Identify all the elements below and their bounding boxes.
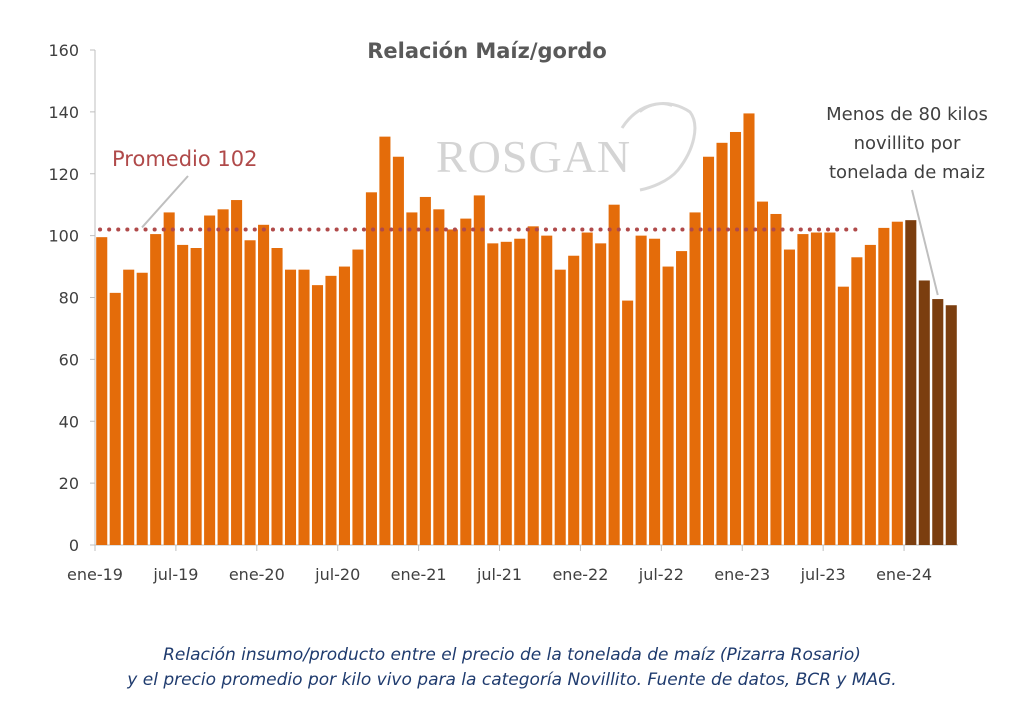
bar xyxy=(743,113,754,545)
bar xyxy=(204,216,215,545)
x-tick-label: jul-20 xyxy=(314,565,360,584)
bar xyxy=(690,212,701,545)
annotation-line: tonelada de maiz xyxy=(829,162,985,183)
bar xyxy=(770,214,781,545)
bar xyxy=(703,157,714,545)
bar xyxy=(541,236,552,545)
bar xyxy=(420,197,431,545)
caption-line-2: y el precio promedio por kilo vivo para … xyxy=(0,670,1024,690)
bar xyxy=(110,293,121,545)
x-tick-label: ene-19 xyxy=(67,565,123,584)
bar xyxy=(366,192,377,545)
bar xyxy=(123,270,134,545)
bar xyxy=(838,287,849,545)
bar xyxy=(96,237,107,545)
bar xyxy=(245,240,256,545)
rosgan-watermark: ROSGAN xyxy=(436,104,695,190)
bar xyxy=(595,243,606,545)
bar xyxy=(636,236,647,545)
bar xyxy=(932,299,943,545)
bar xyxy=(285,270,296,545)
bar xyxy=(272,248,283,545)
bar xyxy=(676,251,687,545)
watermark-text: ROSGAN xyxy=(436,131,631,182)
bar xyxy=(177,245,188,545)
bar xyxy=(474,195,485,545)
bar xyxy=(501,242,512,545)
bar xyxy=(892,222,903,545)
x-tick-label: ene-24 xyxy=(876,565,932,584)
bull-logo-icon xyxy=(622,104,695,190)
bar xyxy=(379,137,390,545)
bar xyxy=(137,273,148,545)
bar xyxy=(946,305,957,545)
bar xyxy=(730,132,741,545)
y-tick-label: 100 xyxy=(48,227,79,246)
bar xyxy=(851,257,862,545)
bar xyxy=(919,280,930,545)
bar xyxy=(784,250,795,545)
bar-chart: ROSGAN 0 20 40 60 80 100 120 140 160 ene-19 jul-19… xyxy=(0,0,1024,620)
bar xyxy=(164,212,175,545)
bar xyxy=(797,234,808,545)
bar xyxy=(150,234,161,545)
bar xyxy=(811,233,822,545)
x-tick-label: jul-22 xyxy=(638,565,684,584)
bar xyxy=(258,225,269,545)
y-tick-label: 60 xyxy=(59,350,79,369)
bar xyxy=(528,226,539,545)
chart-title: Relación Maíz/gordo xyxy=(367,39,607,63)
bull-horn-icon xyxy=(640,104,672,112)
y-tick-label: 80 xyxy=(59,289,79,308)
bar xyxy=(447,229,458,545)
bar xyxy=(582,233,593,545)
bar xyxy=(339,267,350,545)
caption-line-1: Relación insumo/producto entre el precio… xyxy=(0,645,1024,665)
bar xyxy=(609,205,620,545)
x-tick-label: ene-22 xyxy=(552,565,608,584)
bar xyxy=(231,200,242,545)
bar xyxy=(514,239,525,545)
bar xyxy=(865,245,876,545)
bar xyxy=(487,243,498,545)
bar xyxy=(312,285,323,545)
y-tick-label: 20 xyxy=(59,474,79,493)
bar xyxy=(352,250,363,545)
bar xyxy=(878,228,889,545)
bar xyxy=(649,239,660,545)
bar xyxy=(757,202,768,545)
bar xyxy=(460,219,471,545)
x-tick-label: jul-23 xyxy=(800,565,846,584)
y-tick-label: 0 xyxy=(69,536,79,555)
bar xyxy=(663,267,674,545)
y-tick-label: 120 xyxy=(48,165,79,184)
bar xyxy=(824,233,835,545)
x-tick-label: jul-19 xyxy=(152,565,198,584)
x-tick-label: ene-20 xyxy=(229,565,285,584)
bar xyxy=(393,157,404,545)
y-tick-label: 140 xyxy=(48,103,79,122)
x-tick-label: ene-23 xyxy=(714,565,770,584)
bar xyxy=(568,256,579,545)
bar xyxy=(905,220,916,545)
y-tick-label: 160 xyxy=(48,41,79,60)
bar xyxy=(555,270,566,545)
bar xyxy=(622,301,633,545)
bar xyxy=(298,270,309,545)
average-label: Promedio 102 xyxy=(112,147,257,171)
bar xyxy=(191,248,202,545)
x-tick-label: ene-21 xyxy=(391,565,447,584)
bar xyxy=(218,209,229,545)
bar xyxy=(406,212,417,545)
bar xyxy=(433,209,444,545)
y-tick-label: 40 xyxy=(59,412,79,431)
annotation-line: Menos de 80 kilos xyxy=(826,104,988,125)
bar xyxy=(716,143,727,545)
annotation-line: novillito por xyxy=(854,133,961,154)
x-tick-label: jul-21 xyxy=(476,565,522,584)
bar xyxy=(325,276,336,545)
